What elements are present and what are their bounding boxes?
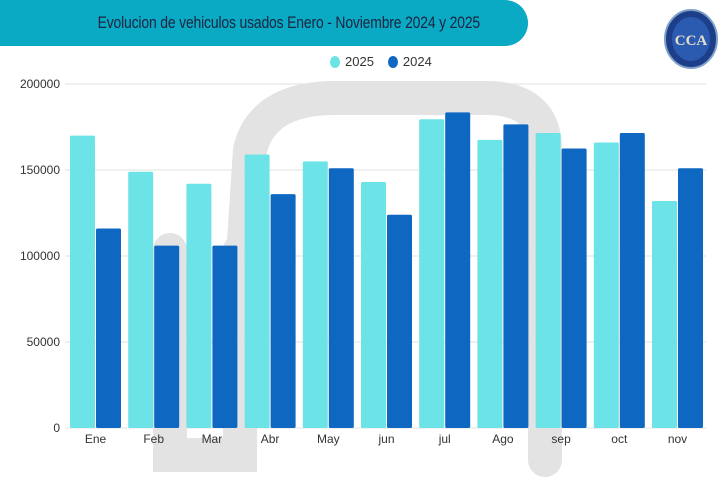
x-tick-label: nov <box>668 432 687 446</box>
legend-item-2024[interactable]: 2024 <box>387 54 432 69</box>
bar-2024-Feb[interactable] <box>154 245 180 428</box>
y-tick-label: 100000 <box>20 249 60 263</box>
bar-2025-Ago[interactable] <box>477 139 503 428</box>
x-tick-label: Mar <box>202 432 223 446</box>
bar-2024-Ago[interactable] <box>503 124 529 429</box>
bar-2025-Abr[interactable] <box>244 154 270 428</box>
svg-text:CCA: CCA <box>675 33 708 49</box>
x-tick-label: Abr <box>261 432 280 446</box>
x-tick-label: Ene <box>85 432 107 446</box>
bar-2024-jul[interactable] <box>445 112 471 428</box>
legend-swatch <box>330 55 340 68</box>
legend-item-2025[interactable]: 2025 <box>330 54 374 69</box>
x-tick-label: oct <box>611 432 628 446</box>
legend-label: 2024 <box>402 54 432 69</box>
bar-2024-nov[interactable] <box>678 168 703 428</box>
bar-2025-sep[interactable] <box>535 133 561 428</box>
cca-logo: CCA <box>664 9 718 69</box>
bar-2024-Mar[interactable] <box>212 245 238 428</box>
bar-2025-May[interactable] <box>302 161 328 428</box>
legend-swatch <box>387 55 398 68</box>
bar-2024-Abr[interactable] <box>270 194 296 428</box>
chart-title: Evolucion de vehiculos usados Enero - No… <box>97 13 480 32</box>
bar-2024-May[interactable] <box>328 168 354 428</box>
bar-2025-nov[interactable] <box>652 200 677 428</box>
x-tick-label: jul <box>438 432 451 446</box>
x-tick-label: jun <box>377 432 394 446</box>
y-tick-label: 50000 <box>27 335 61 349</box>
y-tick-label: 200000 <box>20 77 60 91</box>
bar-2025-Ene[interactable] <box>70 135 95 428</box>
bar-2024-oct[interactable] <box>619 133 645 428</box>
bar-2025-jul[interactable] <box>419 119 445 428</box>
bar-2025-jun[interactable] <box>361 182 386 428</box>
bar-2025-Mar[interactable] <box>186 183 212 428</box>
x-tick-label: May <box>317 432 340 446</box>
bar-2025-oct[interactable] <box>593 142 619 429</box>
legend: 2025 2024 <box>330 54 432 69</box>
x-tick-label: sep <box>551 432 571 446</box>
legend-label: 2025 <box>345 54 374 69</box>
bar-2025-Feb[interactable] <box>128 171 154 428</box>
y-tick-label: 0 <box>53 421 60 435</box>
x-tick-label: Ago <box>492 432 514 446</box>
chart-title-banner: Evolucion de vehiculos usados Enero - No… <box>0 0 528 46</box>
bar-2024-jun[interactable] <box>387 214 412 428</box>
bar-2024-Ene[interactable] <box>96 228 121 428</box>
x-tick-label: Feb <box>143 432 164 446</box>
bar-2024-sep[interactable] <box>561 148 587 429</box>
y-tick-label: 150000 <box>20 163 60 177</box>
